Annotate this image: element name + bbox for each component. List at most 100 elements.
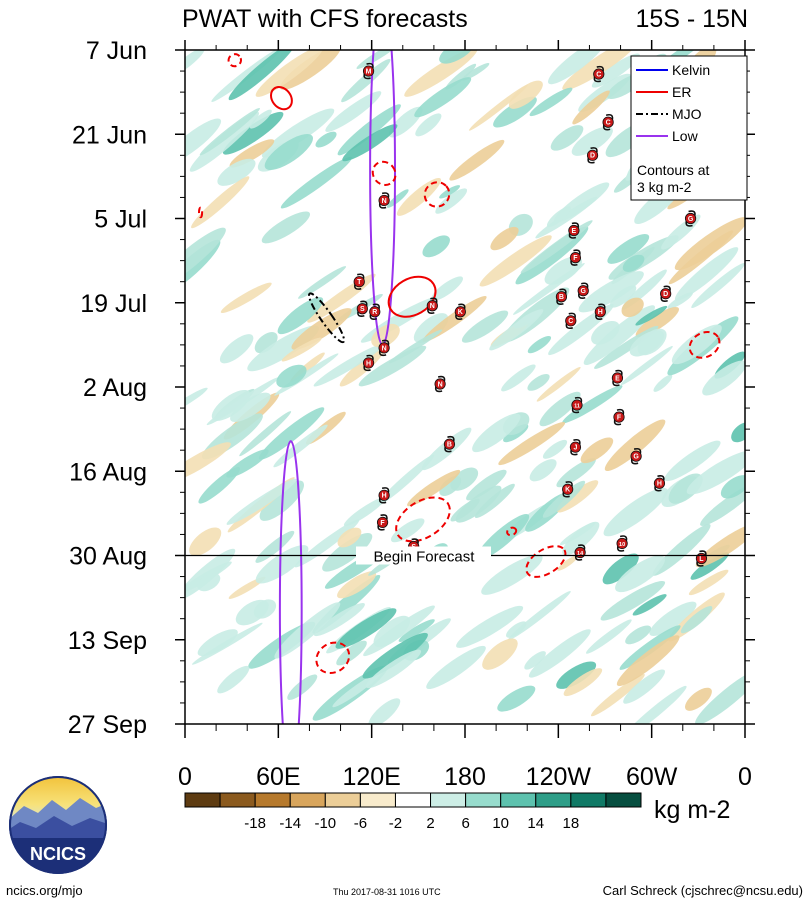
pwat-anomaly-patch xyxy=(542,480,586,518)
pwat-anomaly-patch xyxy=(368,698,401,724)
pwat-anomaly-patch xyxy=(258,407,325,460)
pwat-anomaly-patch xyxy=(466,469,507,501)
pwat-anomaly-patch xyxy=(635,306,679,338)
pwat-anomaly-patch xyxy=(731,422,745,443)
x-tick-label: 120W xyxy=(526,763,592,791)
pwat-anomaly-patch xyxy=(398,619,435,642)
storm-dot xyxy=(443,438,456,450)
pwat-anomaly-patch xyxy=(616,635,680,687)
storm-marker: B xyxy=(443,435,456,453)
storm-label: 14 xyxy=(577,551,584,557)
storm-label: G xyxy=(580,288,586,295)
pwat-anomaly-patch xyxy=(506,621,527,638)
pwat-anomaly-patch xyxy=(228,576,266,599)
storm-marker: N xyxy=(426,297,438,314)
pwat-anomaly-patch xyxy=(607,234,650,264)
storm-label: L xyxy=(699,556,704,563)
storm-dot xyxy=(653,477,666,489)
pwat-anomaly-patch xyxy=(600,580,666,621)
y-tick-label: 30 Aug xyxy=(69,543,147,571)
legend-label: Kelvin xyxy=(672,62,710,78)
pwat-anomaly-patch xyxy=(652,523,711,576)
pwat-anomaly-patch xyxy=(621,297,644,318)
pwat-anomaly-patch xyxy=(535,196,598,239)
pwat-anomaly-patch xyxy=(404,50,478,97)
storm-dot xyxy=(426,300,438,312)
storm-dot xyxy=(594,306,606,318)
pwat-anomaly-patch xyxy=(664,440,721,482)
legend-label: Low xyxy=(672,128,699,144)
pwat-anomaly-patch xyxy=(277,297,324,335)
storm-label: F xyxy=(380,520,385,527)
pwat-anomaly-patch xyxy=(280,50,341,90)
legend-item: Kelvin xyxy=(636,62,710,78)
storm-label: S xyxy=(360,306,365,313)
storm-dot xyxy=(353,276,365,288)
pwat-anomaly-patch xyxy=(571,126,613,156)
storm-marker: F xyxy=(569,249,582,266)
storm-label: G xyxy=(688,216,694,223)
pwat-anomaly-patch xyxy=(362,632,428,679)
storm-marker: N xyxy=(378,192,390,209)
legend: Kelvin ER MJO Low Contours at 3 kg m-2 xyxy=(630,55,748,201)
pwat-anomaly-patch xyxy=(192,622,263,665)
legend-item: ER xyxy=(636,84,691,100)
storm-label: J xyxy=(573,445,577,452)
storm-label: E xyxy=(572,228,577,235)
storm-dot xyxy=(562,483,574,495)
chart-subtitle: 15S - 15N xyxy=(635,5,748,33)
storm-marker: C xyxy=(565,312,577,330)
pwat-anomaly-patch xyxy=(548,303,614,356)
pwat-anomaly-patch xyxy=(254,332,278,354)
pwat-anomaly-patch xyxy=(508,591,571,641)
pwat-anomaly-patch xyxy=(635,305,668,326)
y-tick-label: 19 Jul xyxy=(80,290,147,318)
ncics-logo-text: NCICS xyxy=(30,844,86,864)
pwat-anomaly-patch xyxy=(686,450,745,495)
contour-er xyxy=(525,545,567,578)
pwat-anomaly-patch xyxy=(620,346,673,386)
tropical-cyclone-markers: MCCDNGEFTGBDSRNKHCNHNE11FBJGHKHF10S14L xyxy=(353,62,708,567)
x-tick-label: 60W xyxy=(626,763,678,791)
pwat-anomaly-patch xyxy=(396,177,442,216)
storm-dot xyxy=(684,212,697,225)
pwat-anomaly-patch xyxy=(211,389,251,421)
pwat-anomaly-patch xyxy=(388,106,423,138)
storm-marker: H xyxy=(378,487,390,504)
colorbar-swatch xyxy=(430,792,467,808)
storm-dot xyxy=(660,288,672,300)
pwat-anomaly-patch xyxy=(185,387,208,415)
storm-label: T xyxy=(357,279,362,286)
storm-dot xyxy=(356,303,368,315)
pwat-anomaly-patch xyxy=(619,625,681,670)
pwat-anomaly-patch xyxy=(322,532,373,572)
pwat-anomaly-patch xyxy=(276,364,307,388)
pwat-anomaly-patch xyxy=(578,271,644,313)
pwat-anomaly-patch xyxy=(313,603,365,637)
pwat-anomaly-patch xyxy=(529,87,573,117)
pwat-anomaly-patch xyxy=(264,134,313,171)
storm-marker: F xyxy=(613,408,625,426)
footer-website: ncics.org/mjo xyxy=(6,883,83,898)
storm-dot xyxy=(555,291,568,303)
pwat-anomaly-patch xyxy=(255,50,324,97)
storm-label: K xyxy=(458,309,463,316)
pwat-anomaly-patch xyxy=(255,545,309,584)
colorbar-label: 2 xyxy=(426,815,434,832)
storm-dot xyxy=(571,399,583,411)
storm-dot xyxy=(586,149,599,161)
pwat-anomaly-patch xyxy=(228,50,296,101)
pwat-anomaly-patch xyxy=(684,687,712,711)
pwat-anomaly-patch xyxy=(489,309,544,351)
pwat-anomaly-patch xyxy=(239,411,292,457)
storm-marker: B xyxy=(555,288,568,305)
y-tick-label: 27 Sep xyxy=(68,711,147,739)
chart-title: PWAT with CFS forecasts xyxy=(182,5,468,33)
storm-label: 11 xyxy=(574,403,580,409)
pwat-anomaly-patch xyxy=(365,649,422,689)
pwat-anomaly-patch xyxy=(556,480,599,513)
pwat-anomaly-patch xyxy=(508,80,543,109)
pwat-anomaly-patch xyxy=(335,608,397,649)
pwat-anomaly-patch xyxy=(449,139,505,181)
